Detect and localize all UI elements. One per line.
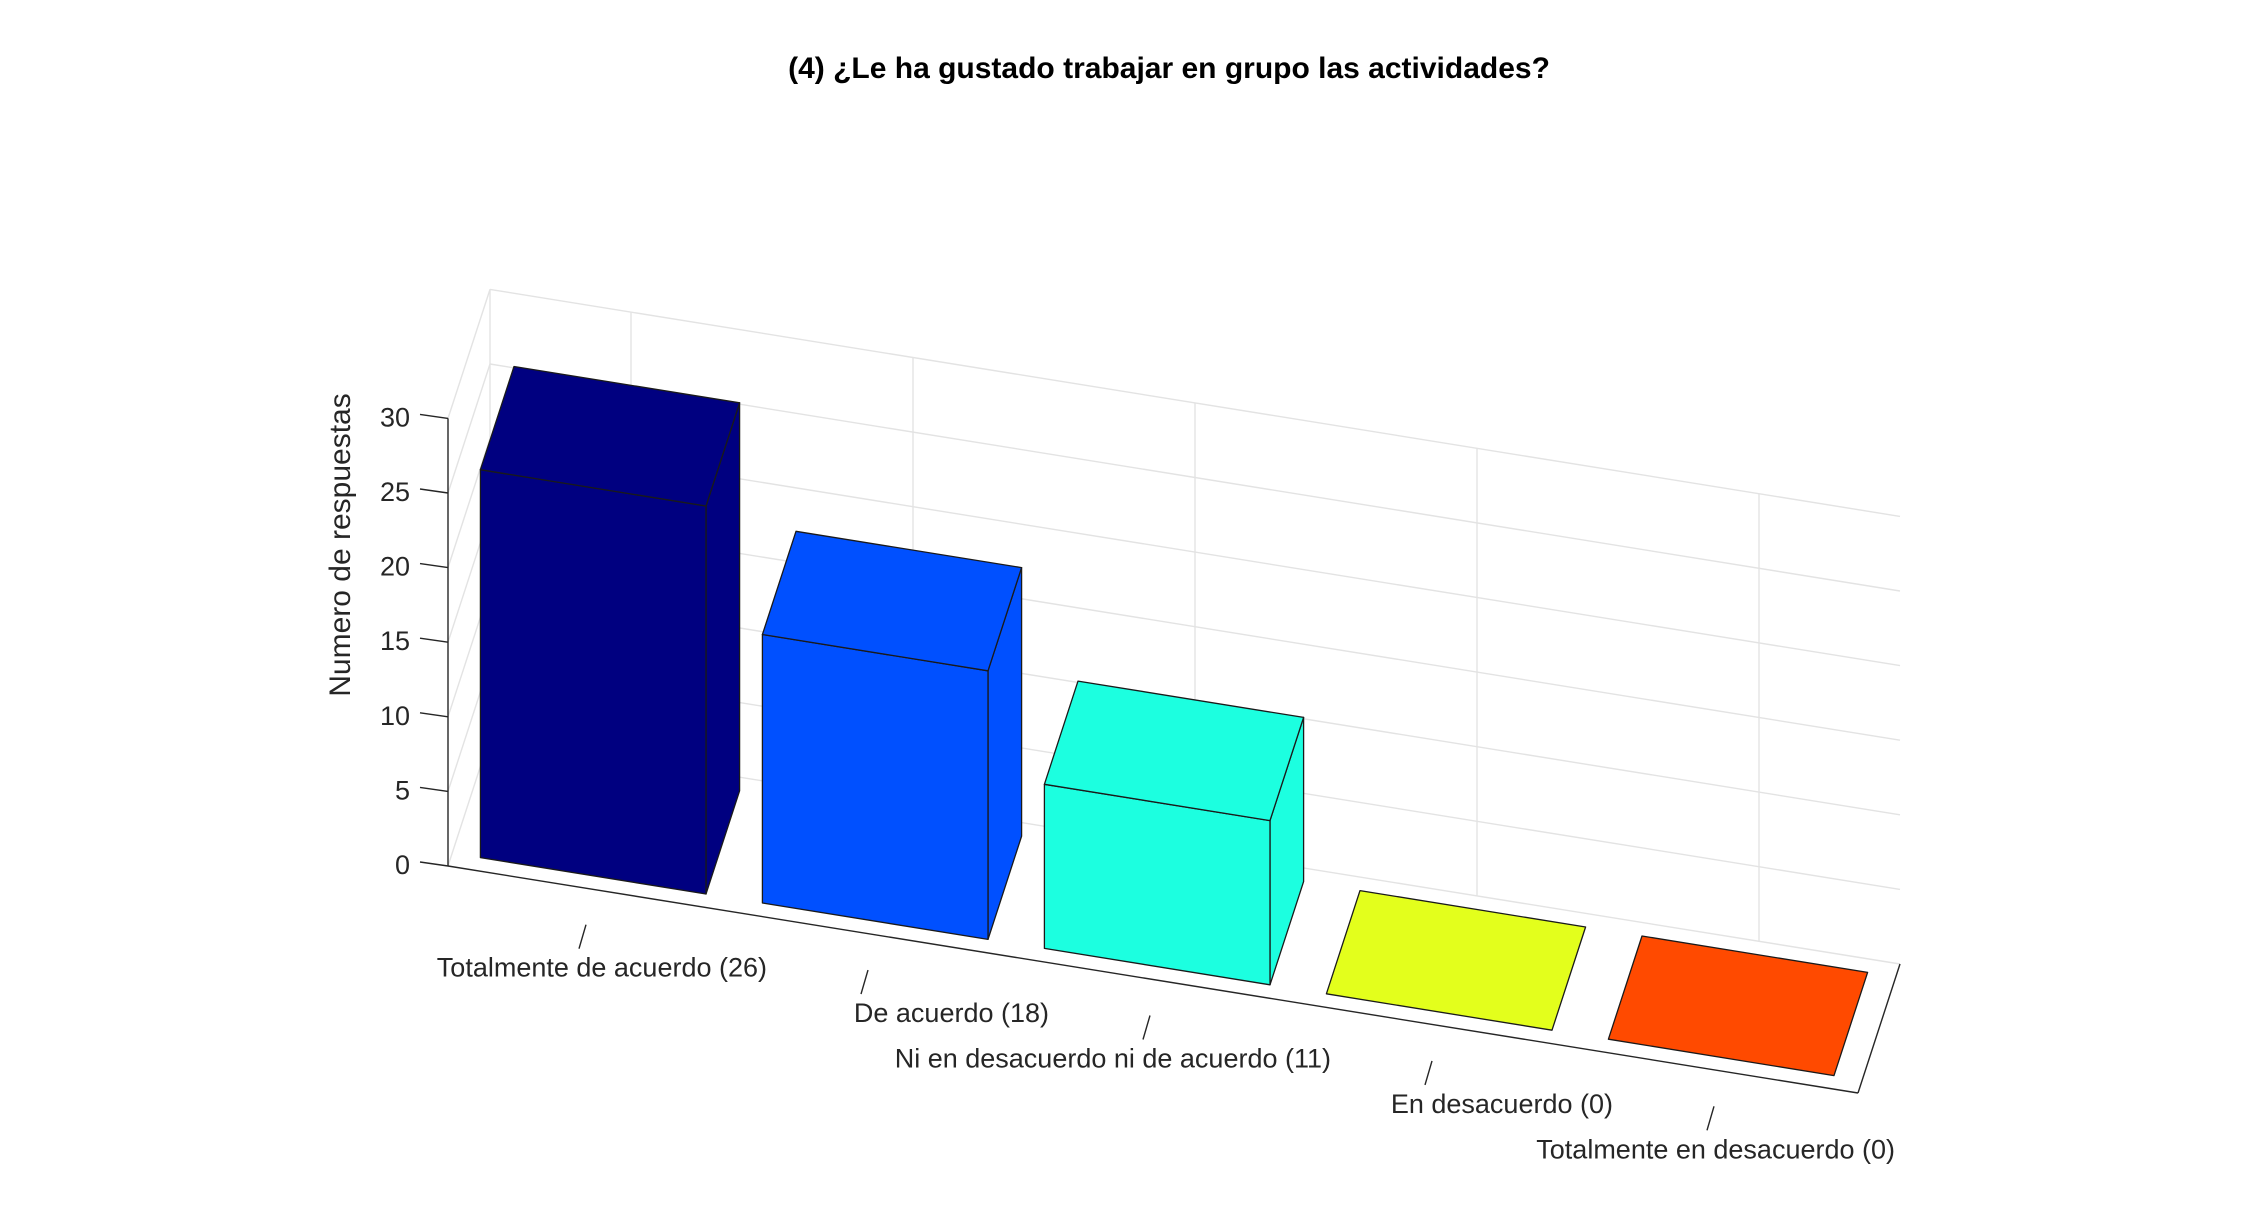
- y-tick-label-5: 5: [395, 775, 410, 805]
- y-tick-10: [419, 712, 449, 718]
- bar-top-face-3: [1325, 889, 1587, 1031]
- x-tick-4: [1706, 1106, 1715, 1131]
- bar-3: [1325, 889, 1587, 1031]
- x-tick-3: [1424, 1060, 1433, 1086]
- bar-top-face-0: [479, 365, 741, 507]
- y-tick-20: [419, 562, 449, 569]
- category-label-4: Totalmente en desacuerdo (0): [1536, 1134, 1895, 1164]
- y-tick-25: [419, 488, 449, 494]
- y-tick-label-15: 15: [380, 626, 410, 656]
- bar-front-face-0: [479, 469, 707, 895]
- y-tick-0: [419, 861, 449, 867]
- y-tick-label-20: 20: [380, 552, 410, 582]
- y-tick-30: [419, 413, 449, 420]
- labels: 0 5 10 15 20 25 30 Totalmente de acuerdo (26) De…: [380, 402, 1895, 1164]
- x-axis-line: [447, 865, 1859, 1094]
- y-tick-label-30: 30: [380, 402, 410, 432]
- chart-title: (4) ¿Le ha gustado trabajar en grupo las…: [788, 52, 1550, 85]
- x-tick-2: [1142, 1015, 1151, 1040]
- bar-0: [479, 365, 741, 895]
- axes: [419, 413, 1901, 1131]
- y-tick-label-0: 0: [395, 850, 410, 880]
- gridline-side-30: [447, 289, 491, 419]
- y-tick-label-25: 25: [380, 477, 410, 507]
- category-label-0: Totalmente de acuerdo (26): [437, 953, 767, 983]
- x-tick-0: [578, 924, 587, 949]
- gridline-side-25: [447, 363, 491, 494]
- bar-top-face-1: [761, 530, 1023, 672]
- category-label-2: Ni en desacuerdo ni de acuerdo (11): [895, 1044, 1331, 1074]
- y-tick-5: [419, 786, 449, 793]
- y-tick-15: [419, 637, 449, 643]
- bar-top-face-4: [1607, 935, 1869, 1077]
- y-axis-label: Numero de respuestas: [324, 393, 357, 697]
- bar-1: [761, 530, 1023, 941]
- y-tick-label-10: 10: [380, 701, 410, 731]
- bar-front-face-1: [761, 633, 989, 941]
- bar-4: [1607, 935, 1869, 1077]
- bar-top-face-2: [1043, 680, 1305, 822]
- bar-2: [1043, 680, 1305, 986]
- category-label-1: De acuerdo (18): [854, 998, 1049, 1028]
- category-label-3: En desacuerdo (0): [1391, 1089, 1613, 1119]
- depth-axis-line: [1857, 963, 1901, 1094]
- bars: [479, 365, 1869, 1077]
- x-tick-1: [860, 969, 869, 995]
